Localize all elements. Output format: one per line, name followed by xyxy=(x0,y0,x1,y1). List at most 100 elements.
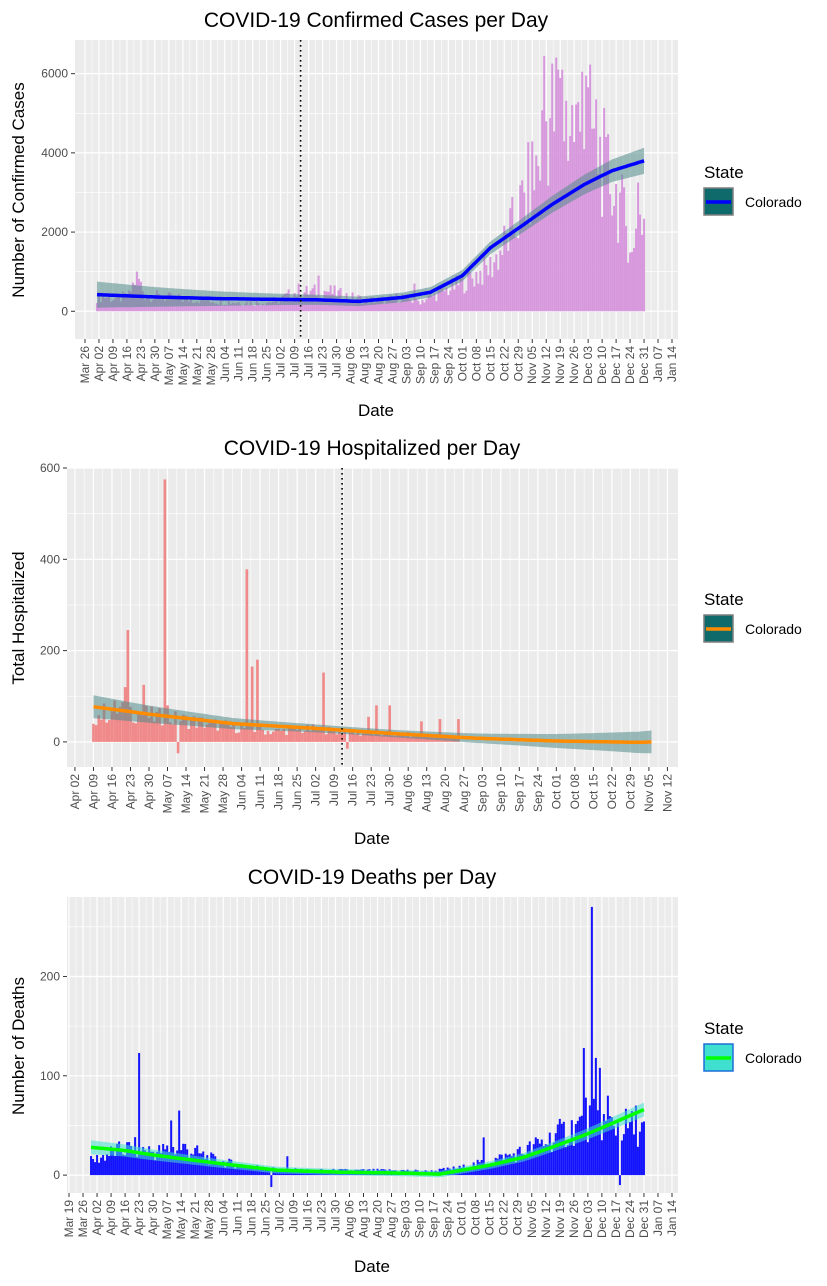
bar xyxy=(515,237,518,312)
bar xyxy=(421,299,424,312)
bar xyxy=(253,305,256,312)
bar xyxy=(192,716,196,742)
legend-title: State xyxy=(704,590,744,609)
bar xyxy=(546,1144,549,1176)
x-tick-label: Apr 30 xyxy=(148,346,162,382)
bar xyxy=(128,1142,131,1176)
x-tick-label: Apr 09 xyxy=(106,346,120,382)
bar xyxy=(221,305,224,312)
bar xyxy=(223,304,226,312)
x-tick-label: Sep 17 xyxy=(427,1200,441,1238)
bar xyxy=(506,1155,509,1176)
bar xyxy=(522,1154,525,1176)
bar xyxy=(244,1167,247,1176)
bar xyxy=(285,734,288,742)
bar xyxy=(277,303,280,312)
x-tick-label: Jun 04 xyxy=(235,774,249,810)
bar xyxy=(92,1158,95,1176)
bar xyxy=(126,1142,129,1176)
bar xyxy=(264,1170,267,1176)
bar xyxy=(484,1165,487,1176)
bar xyxy=(635,228,638,312)
bar xyxy=(383,303,386,312)
y-tick-label: 100 xyxy=(40,1069,60,1083)
bar xyxy=(146,1154,149,1176)
bar xyxy=(295,730,299,742)
x-tick-label: Dec 17 xyxy=(609,1200,623,1238)
x-tick-label: Mar 19 xyxy=(62,1200,76,1238)
bar xyxy=(373,302,376,312)
x-tick-label: Oct 15 xyxy=(586,774,600,810)
chart-title: COVID-19 Deaths per Day xyxy=(248,866,497,889)
bar xyxy=(582,1047,585,1176)
bar xyxy=(229,726,233,742)
legend-label: Colorado xyxy=(745,194,802,210)
bar xyxy=(536,1138,539,1176)
x-tick-label: Oct 22 xyxy=(497,1200,511,1236)
bar xyxy=(449,290,452,312)
bar xyxy=(197,303,200,312)
bar xyxy=(232,722,235,742)
bar xyxy=(200,717,204,742)
bar xyxy=(523,192,526,312)
x-tick-label: Oct 08 xyxy=(568,774,582,810)
x-tick-label: Jul 16 xyxy=(346,774,360,806)
bar xyxy=(596,1110,599,1176)
bar xyxy=(324,734,328,742)
bar xyxy=(247,305,250,312)
bar xyxy=(415,299,418,312)
x-tick-label: Aug 06 xyxy=(344,346,358,384)
bar xyxy=(573,142,576,312)
x-tick-label: Dec 17 xyxy=(609,346,623,384)
bar xyxy=(483,254,486,312)
x-tick-label: Apr 16 xyxy=(105,774,119,810)
bar xyxy=(168,1151,171,1176)
bar xyxy=(539,180,542,312)
bar xyxy=(351,731,354,742)
x-tick-label: Jun 18 xyxy=(272,774,286,810)
bar xyxy=(121,702,124,742)
bar xyxy=(245,301,248,312)
x-tick-label: Oct 08 xyxy=(469,346,483,382)
bar xyxy=(106,1154,109,1176)
bar xyxy=(279,730,283,742)
bar xyxy=(566,1145,569,1176)
x-tick-label: Dec 31 xyxy=(637,1200,651,1238)
bar xyxy=(537,166,540,312)
bar xyxy=(287,728,291,742)
x-tick-label: Jun 25 xyxy=(260,346,274,382)
bar xyxy=(560,1123,563,1176)
bar xyxy=(107,720,111,742)
bar xyxy=(594,1057,597,1176)
bar xyxy=(488,1164,491,1176)
x-tick-label: Apr 09 xyxy=(104,1200,118,1236)
x-tick-label: Oct 22 xyxy=(605,774,619,810)
bar xyxy=(279,298,282,312)
bar xyxy=(409,737,413,742)
bar xyxy=(178,1110,181,1176)
trend-line xyxy=(93,704,652,745)
bar xyxy=(113,700,116,742)
x-tick-label: Aug 27 xyxy=(457,774,471,812)
bar xyxy=(184,715,188,742)
bar xyxy=(261,303,264,312)
chart-2: 0 200 400 600 Apr 02 Apr 09 Apr 16 Apr 23 Apr 30… xyxy=(9,437,802,848)
bar xyxy=(116,1143,119,1176)
x-tick-label: May 07 xyxy=(161,774,175,814)
bar xyxy=(353,734,357,742)
bar xyxy=(578,1116,581,1176)
bar xyxy=(258,726,262,742)
bar xyxy=(620,1140,623,1176)
x-tick-label: Jun 18 xyxy=(244,1200,258,1236)
bar xyxy=(250,666,254,742)
bar xyxy=(592,1098,595,1176)
bar xyxy=(612,1125,615,1176)
bar xyxy=(501,255,504,312)
bar xyxy=(471,278,474,312)
bar xyxy=(574,1124,577,1176)
x-tick-label: Jul 09 xyxy=(288,346,302,378)
x-tick-label: Nov 26 xyxy=(567,346,581,384)
bar xyxy=(150,1151,153,1176)
x-tick-label: Oct 01 xyxy=(455,346,469,382)
